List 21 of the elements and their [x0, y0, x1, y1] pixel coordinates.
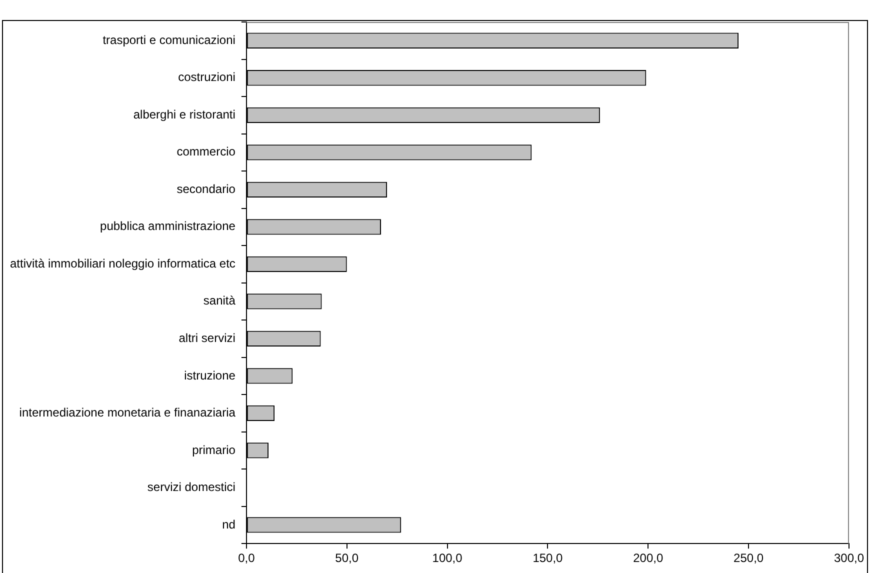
y-tick-label: servizi domestici [147, 480, 236, 494]
y-tick-label: intermediazione monetaria e finanaziaria [19, 406, 236, 420]
y-tick-label: secondario [176, 182, 236, 196]
y-tick-label: nd [222, 517, 236, 532]
y-tick-label: alberghi e ristoranti [133, 107, 236, 122]
y-tick-label: primario [192, 442, 236, 457]
x-tick-label: 100,0 [432, 551, 463, 566]
x-tick-label: 200,0 [633, 551, 664, 566]
x-tick-label: 50,0 [335, 551, 359, 566]
y-tick-label: costruzioni [178, 70, 236, 84]
x-tick-label: 0,0 [238, 551, 256, 566]
y-tick-label: pubblica amministrazione [100, 219, 236, 234]
y-tick-label: attività immobiliari noleggio informatica etc [10, 256, 236, 270]
y-tick-label: commercio [176, 144, 236, 159]
y-tick-label: istruzione [184, 368, 236, 382]
y-tick-label: altri servizi [178, 331, 236, 345]
x-tick-label: 150,0 [532, 551, 564, 566]
x-tick-label: 250,0 [734, 551, 764, 566]
x-tick-label: 300,0 [834, 551, 864, 566]
y-tick-label: trasporti e comunicazioni [102, 32, 236, 47]
y-tick-label: sanità [203, 294, 236, 308]
